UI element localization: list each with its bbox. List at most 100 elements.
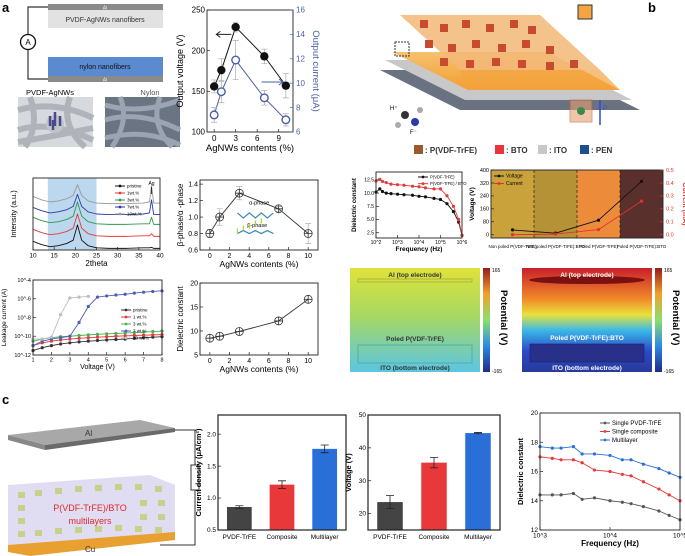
legend-marker — [603, 430, 607, 433]
x-tick-label: 3 — [233, 134, 238, 143]
plot-frame — [199, 282, 319, 356]
top-al-electrode — [48, 4, 163, 10]
legend: P(VDF-TrFE) P(VDF-TrFE) / BTO — [418, 174, 467, 186]
x-axis-label: Voltage (V) — [80, 364, 115, 371]
legend-label: 7 wt.% — [133, 329, 147, 334]
x-tick-label: 6 — [255, 134, 260, 143]
legend-label-bto: : BTO — [506, 146, 528, 155]
data-point — [77, 336, 81, 340]
top-electrode-label: Al (top electrode) — [388, 272, 441, 279]
x-tick-label: Multilayer — [464, 534, 493, 541]
data-point — [550, 493, 554, 497]
composite-film — [529, 343, 645, 363]
series-10-wt- — [31, 294, 90, 341]
x-tick-label: 7 — [142, 358, 145, 364]
series-0 — [209, 21, 291, 99]
y-tick-label: 0.8 — [188, 231, 198, 238]
data-point — [260, 52, 269, 61]
legend-label-ito: : ITO — [549, 146, 567, 155]
legend-label-pen: : PEN — [591, 146, 613, 155]
data-point — [59, 338, 63, 342]
legend-marker — [421, 182, 425, 186]
data-point — [274, 316, 284, 326]
data-point — [380, 179, 385, 184]
data-point — [620, 472, 624, 477]
data-point — [395, 192, 400, 196]
legend-label: 3 wt.% — [133, 322, 147, 327]
plot-frame — [367, 414, 501, 531]
data-point — [123, 292, 127, 296]
category-label: Non poled P(VDF-TrFE):BTO — [526, 244, 585, 249]
colorbar — [655, 268, 662, 372]
data-point — [141, 333, 146, 337]
data-point — [608, 469, 612, 474]
colorbar-max: 165 — [492, 268, 501, 274]
legend-label: P(VDF-TrFE) / BTO — [430, 181, 467, 186]
data-point — [559, 493, 563, 497]
chart-c1: PVDF-TrFE Composite Multilayer 0.5 1.0 1.5 2.0… — [194, 414, 347, 541]
marker-cross — [304, 295, 313, 304]
legend-label: 10 wt.% — [133, 336, 149, 341]
x-tick-label: 40 — [156, 253, 164, 260]
data-point — [550, 446, 554, 450]
data-point — [657, 509, 661, 513]
shaded-region — [47, 178, 97, 250]
y-axis-label: Dielectric constant — [516, 437, 525, 505]
multilayer-schematic: Al P(VDF-TrFE)/BTO multilayers Cu — [8, 420, 200, 556]
data-point — [132, 333, 136, 338]
y-tick-label: 1.4 — [188, 181, 198, 188]
y-tick-label: 18 — [531, 439, 539, 446]
bar — [421, 462, 447, 530]
marker-cross — [274, 204, 283, 213]
top-electrode-outline — [357, 278, 473, 283]
data-point — [559, 446, 563, 450]
data-point — [77, 333, 81, 338]
x-tick-label: Composite — [266, 534, 297, 541]
x-axis-label: Frequency (Hz) — [581, 539, 639, 548]
film-label: Poled P(VDF-TrFE):BTO — [550, 335, 624, 342]
region-background — [577, 170, 620, 238]
y-tick-label: 10^-8 — [17, 315, 31, 321]
x-tick-label: 10^3 — [533, 533, 547, 540]
x-tick-label: PVDF-TrFE — [373, 534, 407, 541]
legend-swatch-bto — [495, 145, 504, 154]
beta-phase-label: β-phase — [247, 223, 267, 229]
y-tick-label: 240 — [480, 194, 489, 200]
series-pristine — [32, 224, 160, 249]
data-point — [281, 81, 291, 90]
arrow-left-icon — [215, 31, 232, 38]
legend-label: 1 wt.% — [133, 315, 147, 320]
y-tick-label: 10^-4 — [17, 278, 31, 284]
legend-label: Single composite — [612, 430, 658, 436]
legend-label: Current — [506, 181, 523, 187]
x-tick-label: 8 — [287, 253, 291, 260]
x-tick-label: 10^5 — [673, 533, 685, 540]
x-tick-label: 10^6 — [457, 240, 468, 246]
bottom-al-electrode — [48, 76, 163, 82]
y-tick-label: 10^-6 — [17, 297, 31, 303]
data-point — [95, 332, 100, 336]
error-bar — [386, 495, 394, 510]
data-point — [432, 196, 436, 200]
colorbar-min: -165 — [664, 369, 674, 375]
data-point — [384, 180, 388, 185]
series-p-vdf-trfe- — [374, 187, 464, 237]
series-0 — [205, 294, 313, 343]
y2-axis-label: Output current (μA) — [310, 30, 321, 112]
series-1wt- — [32, 213, 160, 237]
error-bar — [320, 444, 329, 454]
data-point — [629, 474, 633, 478]
x-tick-label: 3 — [68, 358, 71, 364]
x-tick-label: 2 — [228, 358, 232, 365]
bar — [465, 433, 491, 530]
data-point — [68, 341, 72, 345]
x-tick-label: 8 — [160, 358, 163, 364]
legend-marker — [124, 315, 128, 319]
alpha-phase-label: α-phase — [249, 201, 269, 207]
y-tick-label: 0 — [486, 233, 489, 239]
data-point — [105, 332, 109, 336]
data-point — [608, 453, 612, 458]
data-point — [380, 189, 385, 194]
data-point — [550, 456, 554, 460]
data-point — [141, 330, 146, 334]
